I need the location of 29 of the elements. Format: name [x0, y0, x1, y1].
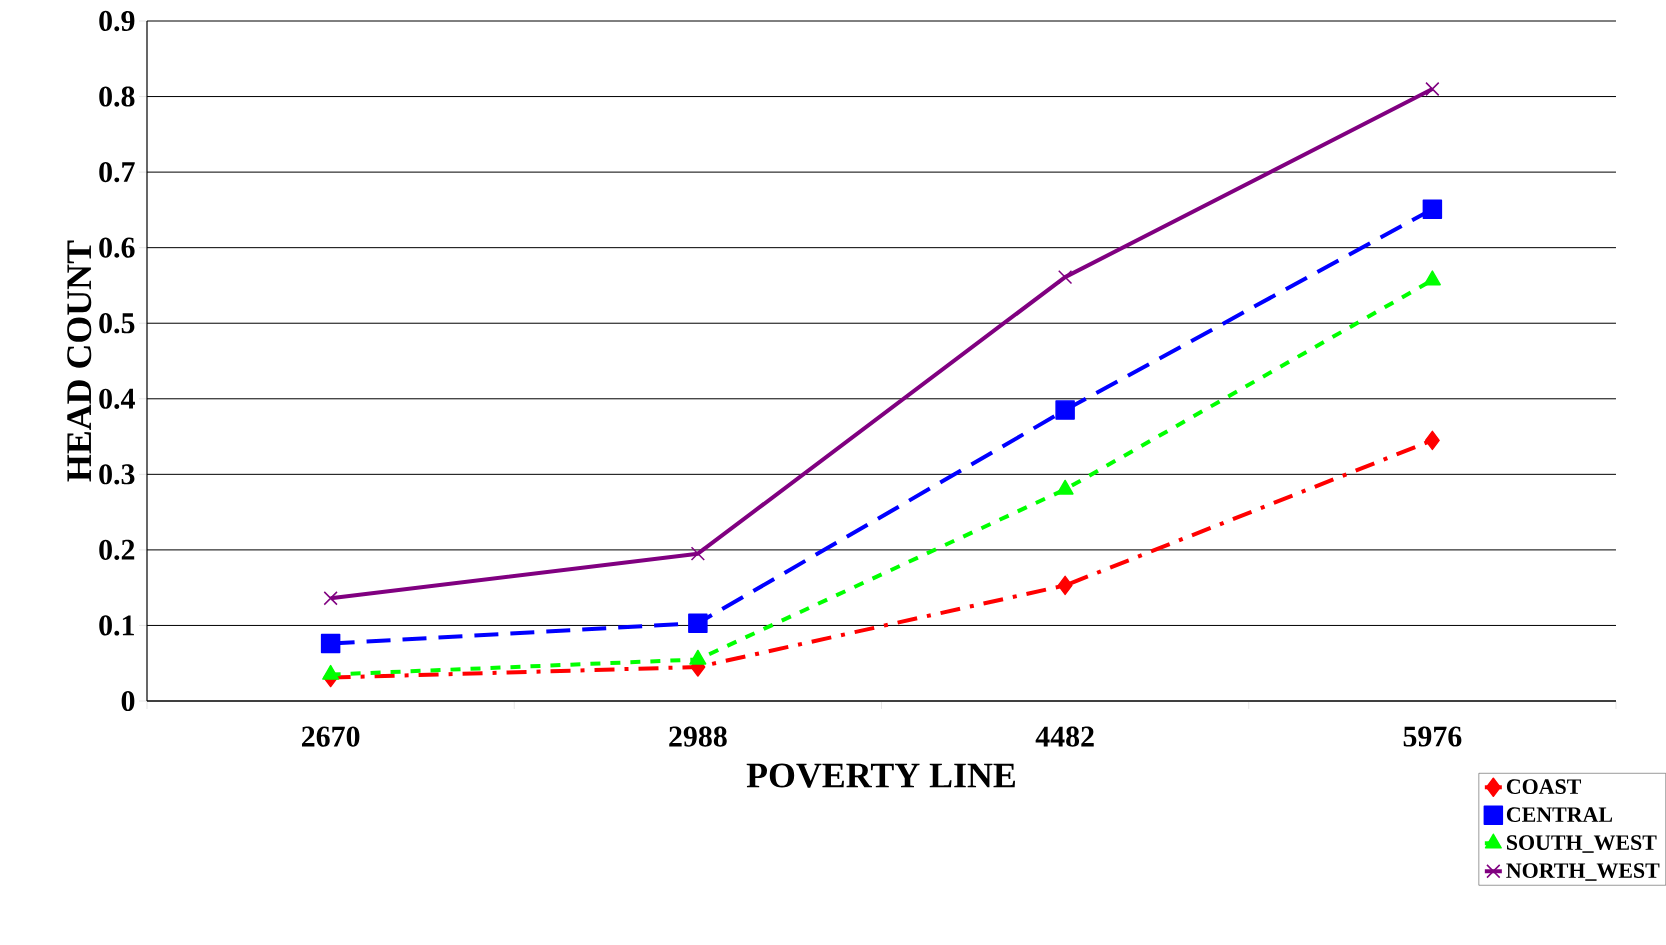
- legend-label: SOUTH_WEST: [1507, 835, 1657, 853]
- point: [323, 591, 338, 606]
- x-tick-label: 4482: [1035, 726, 1094, 747]
- point: [1422, 199, 1443, 219]
- y-tick-label: 0.4: [99, 388, 135, 409]
- y-tick-label: 0.8: [99, 86, 135, 107]
- point: [690, 546, 705, 561]
- point: [688, 613, 708, 633]
- y-tick-label: 0.5: [99, 313, 135, 334]
- point: [1055, 400, 1075, 420]
- y-tick-label: 0.2: [99, 539, 135, 561]
- y-tick-label: 0.9: [99, 10, 135, 32]
- y-tick-label: 0.1: [99, 615, 134, 636]
- y-tick-label: 0.6: [99, 237, 135, 258]
- y-tick-label: 0.7: [99, 161, 135, 183]
- y-tick-label: 0.3: [99, 464, 135, 485]
- point: [1057, 575, 1073, 596]
- y-tick-label: 0: [121, 690, 135, 712]
- point: [1425, 81, 1440, 97]
- x-tick-label: 2670: [301, 726, 360, 747]
- legend-label: CENTRAL: [1506, 807, 1613, 822]
- x-axis-title: POVERTY LINE: [746, 763, 1015, 788]
- y-axis-title: HEAD COUNT: [67, 240, 92, 482]
- x-tick-label: 2988: [669, 726, 727, 747]
- point: [320, 633, 341, 654]
- legend-label: COAST: [1506, 779, 1582, 795]
- legend-label: NORTH_WEST: [1506, 863, 1660, 881]
- x-tick-label: 5976: [1403, 726, 1462, 747]
- point: [1424, 430, 1440, 451]
